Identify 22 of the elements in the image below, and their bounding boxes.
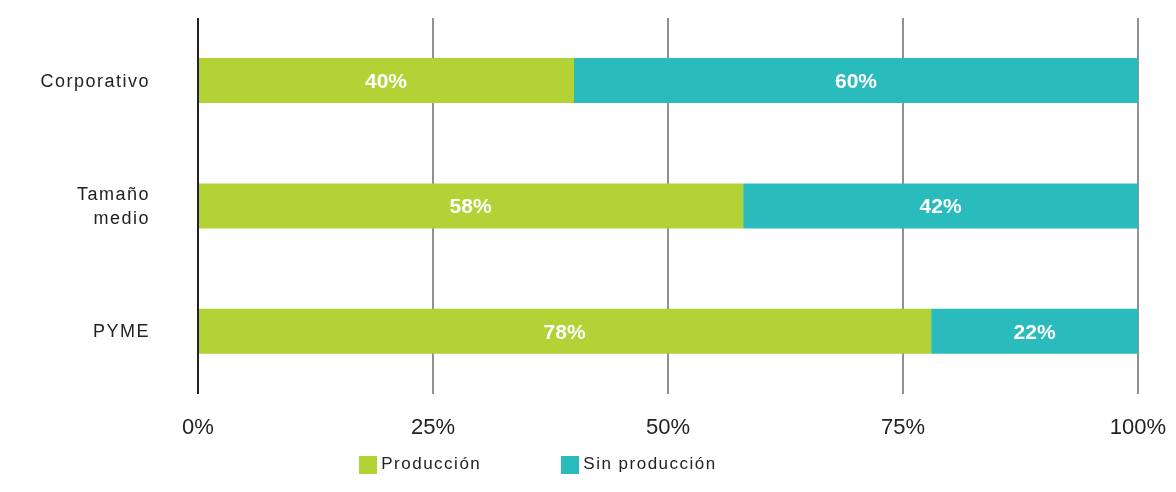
bar — [198, 58, 574, 104]
bar — [198, 308, 932, 354]
bar — [743, 183, 1138, 229]
legend-label: Sin producción — [583, 454, 717, 473]
data-label: 42% — [919, 194, 962, 218]
data-label: 60% — [834, 69, 878, 93]
data-label: 22% — [1013, 319, 1056, 343]
x-tick-label: 50% — [645, 413, 691, 439]
y-tick-label: Corporativo — [40, 70, 150, 91]
y-tick-label: PYME — [92, 321, 150, 342]
legend-label: Producción — [381, 454, 482, 473]
data-label: 58% — [449, 194, 492, 218]
bar — [574, 58, 1138, 104]
bar — [198, 183, 744, 229]
y-tick-label: Tamaño medio — [76, 184, 150, 228]
data-label: 40% — [364, 69, 408, 93]
data-label: 78% — [543, 319, 586, 343]
x-tick-label: 25% — [410, 413, 456, 439]
x-tick-label: 0% — [182, 413, 214, 439]
bar — [931, 308, 1138, 354]
x-tick-label: 75% — [880, 413, 926, 439]
x-tick-label: 100% — [1109, 413, 1167, 439]
